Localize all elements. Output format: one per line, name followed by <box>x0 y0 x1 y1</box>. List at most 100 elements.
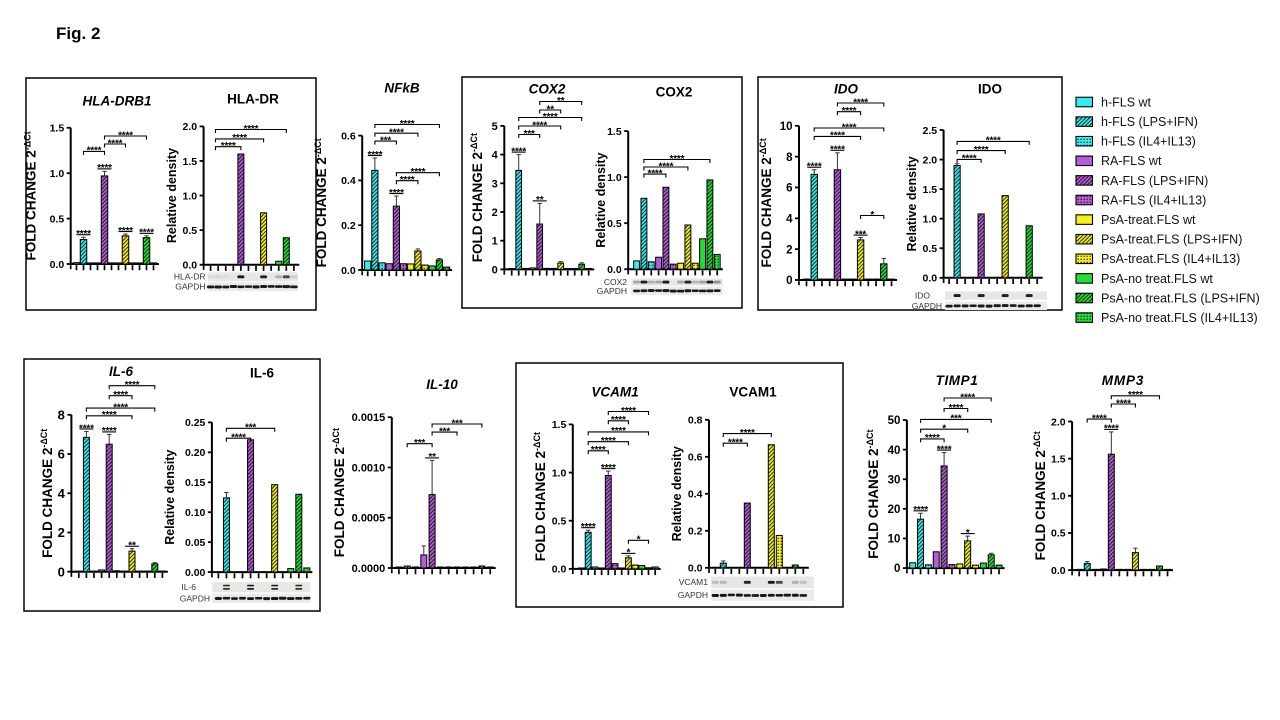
svg-text:PsA-treat.FLS wt: PsA-treat.FLS wt <box>1101 213 1196 227</box>
svg-text:****: **** <box>601 436 616 447</box>
svg-text:COX2: COX2 <box>604 277 627 287</box>
svg-text:****: **** <box>532 120 547 131</box>
svg-text:****: **** <box>1128 390 1143 401</box>
svg-text:1.5: 1.5 <box>552 419 567 431</box>
svg-text:NFkB: NFkB <box>384 81 420 96</box>
svg-text:HLA-DRB1: HLA-DRB1 <box>83 94 152 109</box>
svg-text:****: **** <box>949 403 964 414</box>
svg-text:1.0: 1.0 <box>552 467 567 479</box>
svg-text:****: **** <box>601 463 616 474</box>
svg-text:HLA-DR: HLA-DR <box>174 272 206 282</box>
svg-text:****: **** <box>389 128 404 139</box>
svg-text:1.5: 1.5 <box>1051 453 1066 465</box>
svg-text:RA-FLS (LPS+IFN): RA-FLS (LPS+IFN) <box>1101 174 1208 188</box>
svg-text:****: **** <box>511 146 526 157</box>
svg-text:****: **** <box>221 141 236 152</box>
svg-text:2.5: 2.5 <box>922 125 937 137</box>
svg-text:1.0: 1.0 <box>50 168 65 180</box>
svg-text:*: * <box>870 210 874 221</box>
svg-text:****: **** <box>611 415 626 426</box>
svg-text:0.0: 0.0 <box>688 563 703 575</box>
svg-text:****: **** <box>648 168 663 179</box>
svg-text:0.5: 0.5 <box>922 243 937 255</box>
svg-text:****: **** <box>842 106 857 117</box>
svg-text:**: ** <box>128 541 136 552</box>
svg-text:****: **** <box>232 133 247 144</box>
svg-text:****: **** <box>244 124 259 135</box>
svg-text:4: 4 <box>492 150 499 162</box>
svg-text:6: 6 <box>58 447 65 462</box>
svg-text:****: **** <box>937 444 952 455</box>
svg-text:****: **** <box>728 438 743 449</box>
svg-text:**: ** <box>547 104 555 115</box>
svg-text:****: **** <box>102 426 117 437</box>
svg-text:****: **** <box>108 138 123 149</box>
svg-text:PsA-treat.FLS (LPS+IFN): PsA-treat.FLS (LPS+IFN) <box>1101 233 1242 247</box>
svg-text:***: *** <box>950 414 961 425</box>
svg-text:Relative density: Relative density <box>165 148 179 243</box>
svg-text:VCAM1: VCAM1 <box>729 385 777 400</box>
svg-text:****: **** <box>611 426 626 437</box>
svg-text:h-FLS (LPS+IFN): h-FLS (LPS+IFN) <box>1101 115 1198 129</box>
svg-text:****: **** <box>659 161 674 172</box>
svg-text:IDO: IDO <box>978 82 1002 97</box>
svg-text:*: * <box>966 528 970 539</box>
svg-text:****: **** <box>389 188 404 199</box>
svg-text:10: 10 <box>888 534 901 546</box>
svg-text:***: *** <box>451 418 462 429</box>
svg-text:*: * <box>627 548 631 559</box>
svg-text:0.5: 0.5 <box>552 516 567 528</box>
svg-text:IL-10: IL-10 <box>426 377 458 392</box>
svg-text:****: **** <box>974 145 989 156</box>
svg-text:****: **** <box>125 380 140 391</box>
svg-text:1.5: 1.5 <box>182 156 197 168</box>
svg-text:****: **** <box>962 154 977 165</box>
svg-text:****: **** <box>411 167 426 178</box>
svg-text:0.0015: 0.0015 <box>352 412 386 424</box>
svg-text:****: **** <box>591 445 606 456</box>
svg-text:0.10: 0.10 <box>185 507 206 519</box>
svg-text:COX2: COX2 <box>656 85 693 100</box>
svg-text:HLA-DR: HLA-DR <box>227 92 279 107</box>
svg-text:8: 8 <box>58 408 65 423</box>
svg-text:GAPDH: GAPDH <box>175 282 205 292</box>
svg-text:GAPDH: GAPDH <box>678 590 708 600</box>
svg-text:30: 30 <box>888 474 901 486</box>
svg-text:***: *** <box>855 229 866 240</box>
svg-text:h-FLS (IL4+IL13): h-FLS (IL4+IL13) <box>1101 135 1196 149</box>
svg-text:1: 1 <box>492 236 498 248</box>
svg-text:0.4: 0.4 <box>688 489 703 501</box>
svg-text:*: * <box>942 424 946 435</box>
svg-text:PsA-no treat.FLS wt: PsA-no treat.FLS wt <box>1101 272 1213 286</box>
svg-text:****: **** <box>986 136 1001 147</box>
svg-text:****: **** <box>960 392 975 403</box>
svg-text:****: **** <box>1116 398 1131 409</box>
svg-text:****: **** <box>913 505 928 516</box>
svg-text:0.0000: 0.0000 <box>352 563 386 575</box>
svg-text:0.4: 0.4 <box>341 175 356 187</box>
svg-text:IL-6: IL-6 <box>109 364 133 379</box>
svg-text:****: **** <box>76 229 91 240</box>
svg-text:0.0: 0.0 <box>607 264 622 276</box>
svg-text:FOLD CHANGE 2-ΔCt: FOLD CHANGE 2-ΔCt <box>39 429 55 558</box>
svg-text:h-FLS wt: h-FLS wt <box>1101 95 1152 109</box>
svg-text:0.0010: 0.0010 <box>352 462 386 474</box>
svg-text:****: **** <box>581 522 596 533</box>
svg-text:50: 50 <box>888 415 901 427</box>
svg-text:***: *** <box>245 423 256 434</box>
svg-text:0.5: 0.5 <box>1051 528 1066 540</box>
svg-text:0.0: 0.0 <box>552 564 567 576</box>
svg-text:IL-6: IL-6 <box>181 582 196 592</box>
svg-text:2.0: 2.0 <box>922 154 937 166</box>
svg-text:0.0: 0.0 <box>922 273 937 285</box>
svg-text:FOLD CHANGE 2-ΔCt: FOLD CHANGE 2-ΔCt <box>469 133 485 262</box>
svg-text:4: 4 <box>58 486 66 501</box>
svg-text:****: **** <box>79 423 94 434</box>
svg-text:FOLD CHANGE 2-ΔCt: FOLD CHANGE 2-ΔCt <box>331 428 347 557</box>
svg-text:3: 3 <box>492 178 498 190</box>
svg-text:0.2: 0.2 <box>688 526 703 538</box>
svg-text:FOLD CHANGE 2-ΔCt: FOLD CHANGE 2-ΔCt <box>23 131 39 260</box>
svg-text:GAPDH: GAPDH <box>597 286 627 296</box>
svg-text:RA-FLS wt: RA-FLS wt <box>1101 154 1162 168</box>
svg-text:0.15: 0.15 <box>185 477 206 489</box>
